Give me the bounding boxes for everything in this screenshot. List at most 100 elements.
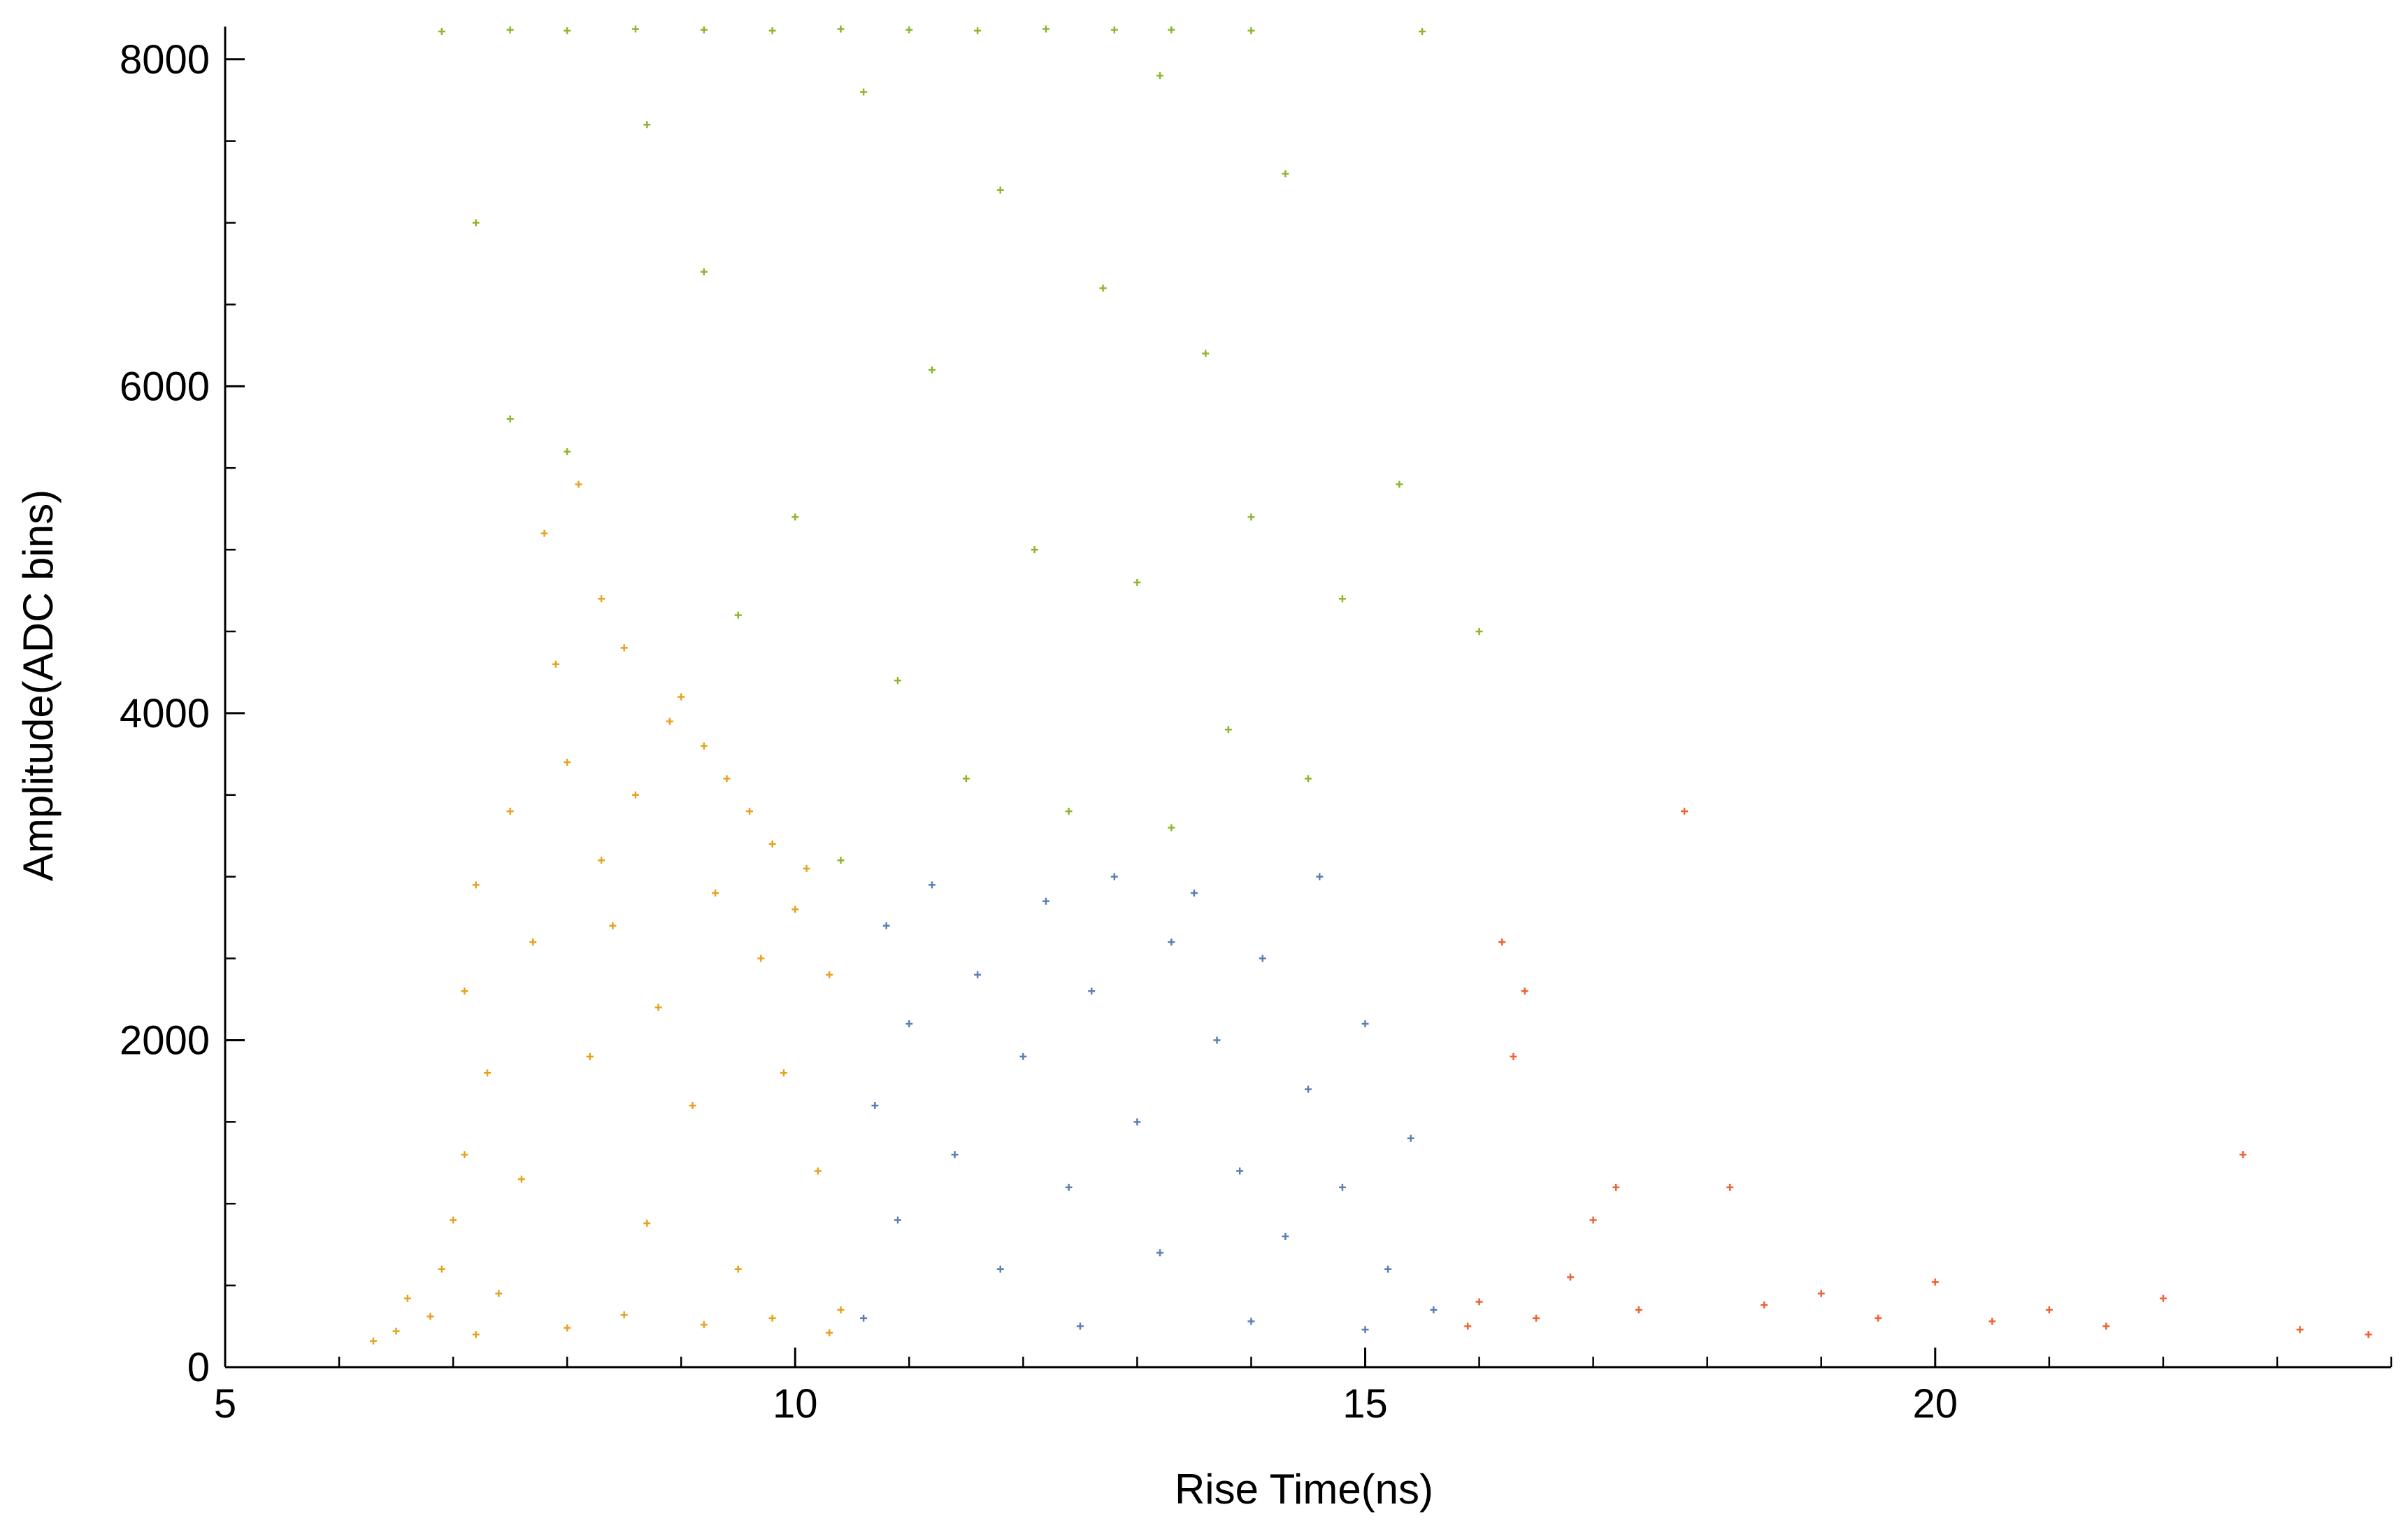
ticks-layer: 5 10 15 20 0 2000 4000 6000 8000 — [120, 37, 2393, 1427]
data-point — [1133, 1118, 1141, 1126]
data-point — [1224, 726, 1232, 734]
x-tick-label: 5 — [214, 1381, 236, 1427]
x-axis-label: Rise Time(ns) — [1175, 1466, 1433, 1513]
data-point — [1681, 808, 1689, 815]
data-point — [461, 987, 468, 995]
series-4 — [1464, 808, 2372, 1338]
data-point — [1475, 1298, 1483, 1306]
data-point — [678, 693, 685, 701]
data-point — [951, 1151, 959, 1159]
data-point — [871, 1101, 879, 1109]
data-point — [1988, 1318, 1996, 1325]
data-point — [1247, 27, 1255, 34]
data-point — [1190, 890, 1198, 897]
data-point — [768, 27, 776, 34]
data-point — [472, 881, 480, 889]
data-point — [1156, 72, 1164, 80]
data-point — [1133, 578, 1141, 586]
data-point — [689, 1101, 696, 1109]
data-point — [1259, 955, 1266, 962]
axes-layer — [224, 27, 2391, 1369]
x-tick-label: 15 — [1342, 1381, 1388, 1427]
data-point — [700, 26, 708, 34]
data-point — [1316, 873, 1324, 880]
data-point — [700, 742, 708, 750]
data-point — [1817, 1290, 1825, 1297]
data-point — [484, 1069, 492, 1077]
data-point — [1110, 873, 1118, 880]
data-point — [1464, 1322, 1472, 1330]
data-point — [506, 808, 514, 815]
data-point — [1065, 808, 1073, 815]
data-point — [1168, 938, 1175, 946]
y-tick-label: 6000 — [120, 364, 210, 409]
data-point — [1361, 1020, 1369, 1028]
data-point — [427, 1313, 434, 1320]
data-point — [517, 1176, 525, 1183]
data-point — [826, 1329, 833, 1336]
data-point — [392, 1327, 400, 1335]
data-point — [1076, 1322, 1084, 1330]
data-point — [996, 186, 1004, 194]
data-point — [2239, 1151, 2247, 1159]
data-point — [1168, 824, 1175, 831]
data-point — [780, 1069, 787, 1077]
y-tick-label: 4000 — [120, 691, 210, 736]
data-point — [1088, 987, 1096, 995]
data-point — [974, 971, 982, 978]
x-tick-label: 10 — [773, 1381, 818, 1427]
data-point — [472, 219, 480, 227]
data-point — [905, 1020, 913, 1028]
data-point — [1110, 26, 1118, 34]
data-point — [700, 268, 708, 276]
data-point — [1635, 1306, 1642, 1314]
y-tick-label: 8000 — [120, 37, 210, 83]
data-point — [1533, 1314, 1540, 1322]
data-point — [564, 27, 571, 34]
data-point — [2365, 1331, 2372, 1338]
data-point — [894, 1216, 902, 1224]
data-point — [757, 955, 765, 962]
data-point — [1875, 1314, 1882, 1322]
data-point — [768, 1314, 776, 1322]
data-point — [814, 1167, 822, 1175]
data-point — [1567, 1273, 1575, 1281]
data-point — [598, 595, 605, 603]
data-point — [734, 1265, 742, 1273]
series-1 — [369, 480, 845, 1345]
data-point — [1338, 1183, 1346, 1191]
data-point — [1282, 1232, 1289, 1240]
data-point — [506, 26, 514, 34]
data-point — [837, 25, 845, 33]
data-point — [837, 1306, 845, 1314]
data-point — [1247, 1318, 1255, 1325]
y-axis-label: Amplitude(ADC bins) — [15, 490, 62, 881]
data-point — [529, 938, 537, 946]
data-point — [1612, 1183, 1620, 1191]
data-point — [461, 1151, 468, 1159]
data-point — [1761, 1301, 1768, 1309]
data-point — [564, 759, 571, 766]
data-point — [1384, 1265, 1392, 1273]
data-point — [1236, 1167, 1244, 1175]
data-point — [586, 1052, 594, 1060]
data-point — [620, 644, 628, 652]
data-point — [1510, 1052, 1517, 1060]
data-point — [894, 677, 902, 685]
data-point — [1065, 1183, 1073, 1191]
y-tick-label: 0 — [187, 1345, 210, 1390]
data-point — [1726, 1183, 1734, 1191]
data-point — [723, 775, 731, 783]
data-point — [826, 971, 833, 978]
data-point — [1305, 1085, 1312, 1093]
data-point — [506, 415, 514, 423]
data-point — [712, 890, 719, 897]
data-point — [1430, 1306, 1438, 1314]
data-point — [2102, 1322, 2110, 1330]
data-point — [552, 660, 559, 668]
y-tick-label: 2000 — [120, 1018, 210, 1063]
data-point — [564, 448, 571, 455]
data-point — [564, 1324, 571, 1331]
data-point — [369, 1337, 377, 1345]
data-point — [1168, 26, 1175, 34]
